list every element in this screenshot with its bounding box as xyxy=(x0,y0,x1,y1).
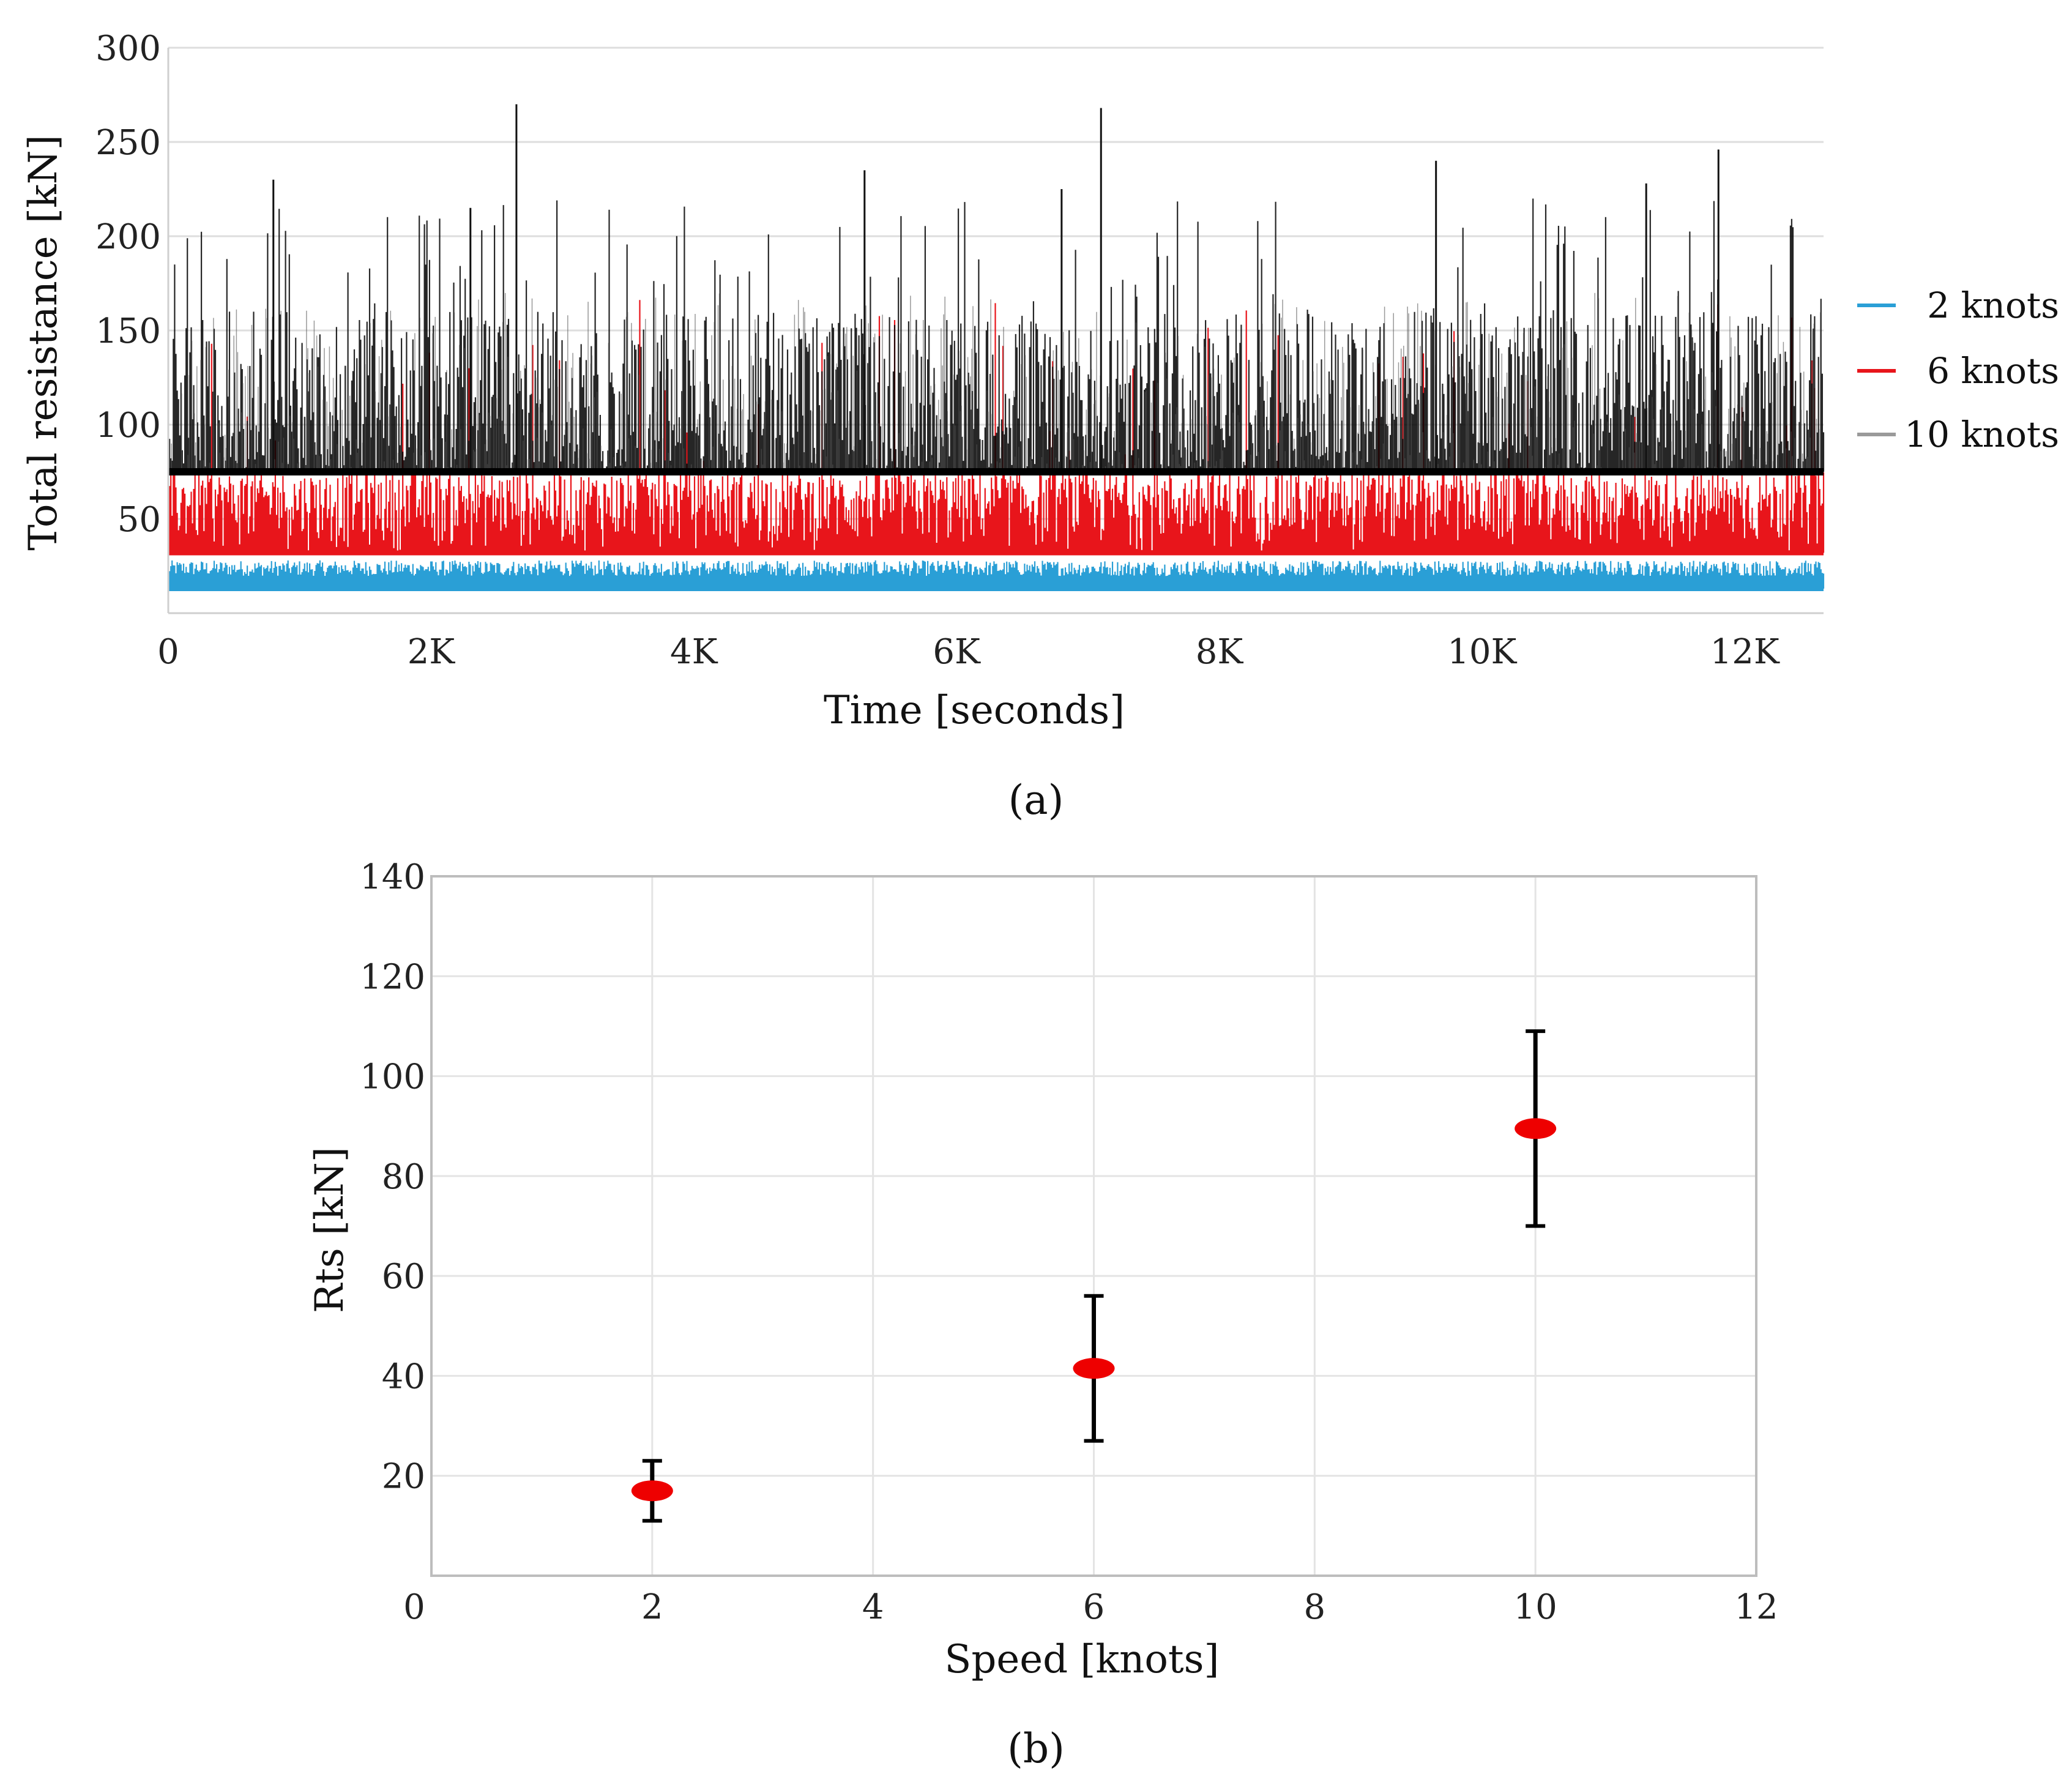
chart-b-y-tick-label: 120 xyxy=(360,957,425,997)
chart-a-x-tick-label: 6K xyxy=(933,632,981,672)
chart-a-x-tick-label: 2K xyxy=(408,632,456,672)
chart-a-y-tick-label: 150 xyxy=(95,311,161,351)
chart-b-x-tick-label: 0 xyxy=(403,1587,425,1627)
chart-b-x-tick-label: 10 xyxy=(1514,1587,1557,1627)
chart-b-plot-frame xyxy=(430,875,1757,1577)
chart-b-x-tick-label: 2 xyxy=(641,1587,663,1627)
chart-a-x-tick-label: 4K xyxy=(670,632,718,672)
chart-a-series-10-knots xyxy=(167,104,1825,475)
chart-b-x-tick-label: 4 xyxy=(862,1587,884,1627)
chart-b-panel-label: (b) xyxy=(1007,1725,1065,1772)
chart-b-marker xyxy=(631,1480,673,1502)
chart-a-legend-label: 10 knots xyxy=(1904,414,2059,455)
chart-b-data-point-group xyxy=(1073,1294,1115,1443)
chart-b-data-point-group xyxy=(1515,1029,1557,1228)
chart-a-y-tick-label: 250 xyxy=(95,123,161,163)
chart-a-y-tick-label: 300 xyxy=(95,29,161,69)
chart-a-y-tick-label: 100 xyxy=(95,406,161,445)
chart-a-axes xyxy=(167,48,1824,614)
chart-a-series-plot xyxy=(167,104,1825,591)
chart-b-errorbar-plot: 20 40 60 80 100 120 140 0 2 4 6 8 10 12 Speed [knots]… xyxy=(307,857,1778,1772)
chart-b-x-tick-label: 12 xyxy=(1734,1587,1778,1627)
chart-a-legend-label: 6 knots xyxy=(1927,350,2059,392)
chart-a-x-tick-label: 8K xyxy=(1196,632,1244,672)
chart-a-x-tick-label: 10K xyxy=(1447,632,1517,672)
chart-a-panel-label: (a) xyxy=(1008,777,1064,824)
chart-a-x-tick-label: 12K xyxy=(1710,632,1780,672)
chart-b-y-tick-label: 60 xyxy=(382,1257,425,1297)
chart-b-x-axis-label: Speed [knots] xyxy=(945,1637,1220,1682)
chart-a-x-tick-label: 0 xyxy=(157,632,179,672)
chart-b-y-tick-label: 140 xyxy=(360,857,425,897)
chart-b-points xyxy=(631,1029,1557,1523)
chart-a-legend: 2 knots 6 knots 10 knots xyxy=(1857,285,2059,455)
chart-b-axes xyxy=(430,875,1757,1577)
chart-b-x-tick-label: 6 xyxy=(1083,1587,1105,1627)
chart-b-y-tick-label: 20 xyxy=(382,1457,425,1497)
chart-a-x-axis-label: Time [seconds] xyxy=(824,688,1125,733)
chart-b-tick-labels: 20 40 60 80 100 120 140 0 2 4 6 8 10 12 xyxy=(360,857,1778,1627)
chart-b-y-axis-label: Rts [kN] xyxy=(307,1147,352,1313)
chart-b-y-tick-label: 100 xyxy=(360,1057,425,1097)
chart-b-marker xyxy=(1073,1358,1115,1379)
chart-b-y-tick-label: 40 xyxy=(382,1357,425,1396)
chart-b-y-tick-label: 80 xyxy=(382,1157,425,1197)
chart-b-x-tick-label: 8 xyxy=(1304,1587,1326,1627)
chart-a-tick-labels: 50 100 150 200 250 300 0 2K 4K 6K 8K 10K 12K xyxy=(95,29,1780,672)
chart-a-y-tick-label: 50 xyxy=(117,500,161,540)
chart-a-y-axis-label: Total resistance [kN] xyxy=(21,135,66,550)
chart-b-marker xyxy=(1515,1118,1557,1139)
chart-a-y-tick-label: 200 xyxy=(95,217,161,257)
chart-b-data-point-group xyxy=(631,1459,673,1523)
chart-a-time-series: 50 100 150 200 250 300 0 2K 4K 6K 8K 10K 12K Time [s… xyxy=(21,29,2059,824)
chart-a-legend-label: 2 knots xyxy=(1927,285,2059,326)
